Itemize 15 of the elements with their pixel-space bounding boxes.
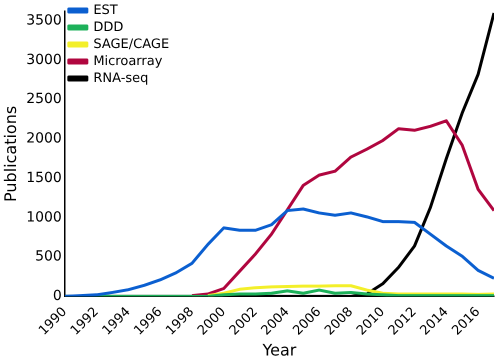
legend-label: Microarray: [93, 54, 163, 69]
y-tick-label: 0: [52, 288, 62, 304]
legend-label: EST: [93, 2, 118, 18]
y-tick-label: 3500: [26, 12, 62, 28]
y-tick-label: 1500: [26, 170, 62, 186]
y-tick-label: 3000: [26, 52, 62, 68]
y-tick-label: 1000: [26, 209, 62, 226]
legend-label: RNA-seq: [93, 70, 148, 86]
x-axis-title: Year: [261, 340, 297, 360]
y-tick-label: 2000: [26, 130, 62, 147]
legend-label: SAGE/CAGE: [93, 36, 170, 52]
legend-label: DDD: [93, 20, 124, 35]
y-tick-label: 2500: [26, 91, 62, 108]
y-axis-title: Publications: [0, 106, 20, 202]
y-tick-label: 500: [35, 248, 62, 265]
